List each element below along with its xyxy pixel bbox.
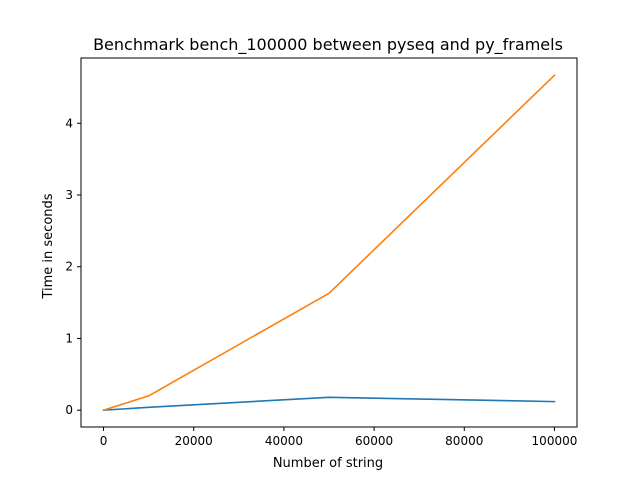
series-line-2 bbox=[102, 74, 556, 412]
x-axis-ticks: 0 20000 40000 60000 80000 100000 bbox=[100, 427, 578, 448]
chart-title: Benchmark bench_100000 between pyseq and… bbox=[93, 35, 563, 55]
y-tick-label: 4 bbox=[65, 116, 73, 130]
y-tick-label: 0 bbox=[65, 403, 73, 417]
y-axis-label: Time in seconds bbox=[41, 193, 56, 299]
x-tick-label: 80000 bbox=[445, 434, 483, 448]
x-tick-label: 20000 bbox=[175, 434, 213, 448]
axes-frame bbox=[80, 57, 578, 428]
x-tick-label: 100000 bbox=[532, 434, 578, 448]
y-tick-label: 1 bbox=[65, 331, 73, 345]
x-tick-label: 40000 bbox=[265, 434, 303, 448]
y-tick-label: 2 bbox=[65, 260, 73, 274]
y-axis-ticks: 0 1 2 3 4 bbox=[65, 116, 81, 417]
series-lines bbox=[102, 74, 556, 412]
x-axis-label: Number of string bbox=[273, 456, 383, 471]
x-tick-label: 0 bbox=[100, 434, 108, 448]
y-tick-label: 3 bbox=[65, 188, 73, 202]
series-line-1 bbox=[102, 396, 556, 412]
x-tick-label: 60000 bbox=[355, 434, 393, 448]
